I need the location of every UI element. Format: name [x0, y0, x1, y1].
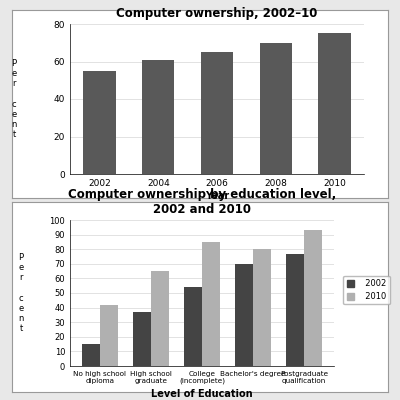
Bar — [83, 71, 116, 174]
Bar — [235, 264, 253, 366]
Bar — [253, 249, 271, 366]
Bar — [304, 230, 322, 366]
Bar — [100, 305, 118, 366]
Legend:  2002,  2010: 2002, 2010 — [344, 276, 390, 304]
Bar — [151, 271, 169, 366]
Bar — [201, 52, 233, 174]
X-axis label: Year: Year — [205, 191, 229, 201]
Title: Computer ownership, 2002–10: Computer ownership, 2002–10 — [116, 7, 318, 20]
Bar — [142, 60, 174, 174]
Bar — [318, 33, 351, 174]
Bar — [286, 254, 304, 366]
Title: Computer ownership by education level,
2002 and 2010: Computer ownership by education level, 2… — [68, 188, 336, 216]
Bar — [260, 43, 292, 174]
Bar — [133, 312, 151, 366]
Text: P
e
r
 
c
e
n
t: P e r c e n t — [18, 253, 24, 333]
Bar — [82, 344, 100, 366]
Text: P
e
r
 
c
e
n
t: P e r c e n t — [12, 59, 17, 139]
X-axis label: Level of Education: Level of Education — [151, 388, 253, 398]
Bar — [202, 242, 220, 366]
Bar — [184, 287, 202, 366]
